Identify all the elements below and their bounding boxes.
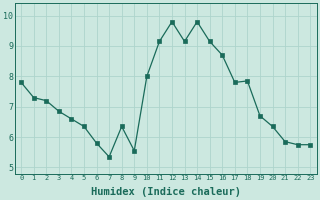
X-axis label: Humidex (Indice chaleur): Humidex (Indice chaleur) xyxy=(91,186,241,197)
